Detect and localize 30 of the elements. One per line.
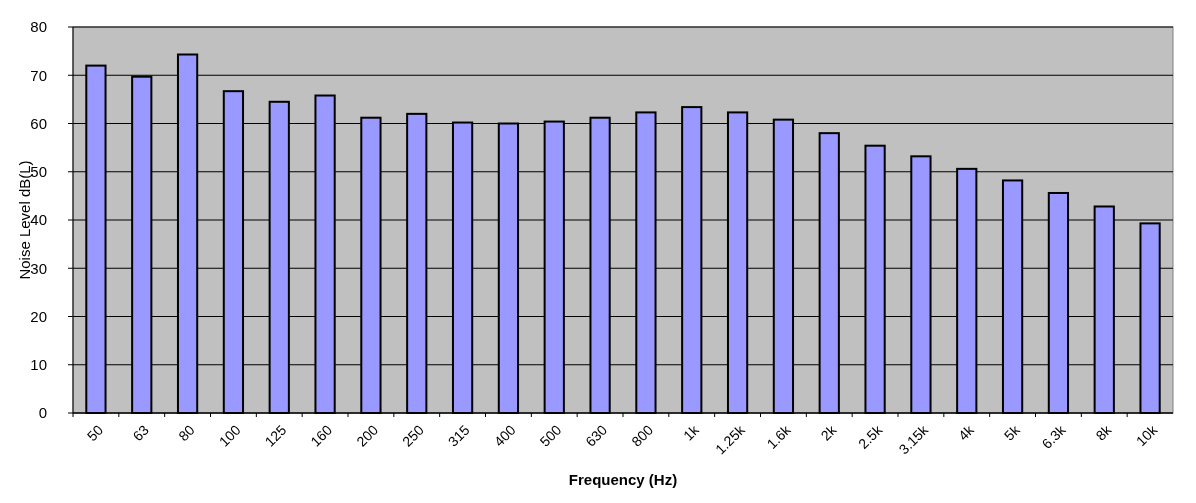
x-tick-label: 10k (1132, 421, 1161, 450)
y-tick-label: 80 (30, 18, 47, 36)
x-axis-title: Frequency (Hz) (568, 471, 678, 488)
x-tick-label: 5k (1000, 421, 1024, 444)
x-tick-label: 63 (129, 421, 153, 445)
x-tick-label: 160 (307, 421, 336, 450)
x-tick-label: 4k (955, 421, 978, 444)
x-tick-label: 2.5k (855, 421, 886, 452)
x-tick-label: 1k (680, 421, 703, 444)
x-tick-label: 315 (444, 421, 473, 450)
x-tick-label: 630 (582, 421, 611, 450)
x-tick-label: 8k (1092, 421, 1116, 444)
y-tick-label: 10 (30, 356, 47, 373)
y-tick-label: 0 (38, 404, 47, 422)
x-tick-label: 400 (490, 421, 519, 450)
x-tick-label: 1.6k (763, 421, 795, 452)
y-tick-label: 30 (30, 259, 47, 277)
x-tick-label: 50 (83, 421, 107, 445)
x-tick-label: 80 (175, 421, 198, 445)
x-tick-label: 6.3k (1038, 421, 1070, 452)
y-tick-label: 70 (30, 66, 47, 84)
x-tick-label: 100 (215, 421, 244, 450)
x-tick-label: 250 (399, 421, 428, 450)
x-tick-label: 800 (628, 421, 657, 450)
x-tick-label: 125 (261, 421, 290, 450)
y-tick-label: 60 (30, 114, 47, 132)
x-tick-label: 500 (536, 421, 565, 450)
x-tick-label: 200 (353, 421, 382, 450)
y-tick-label: 20 (30, 307, 47, 325)
x-tick-label: 2k (817, 421, 841, 444)
